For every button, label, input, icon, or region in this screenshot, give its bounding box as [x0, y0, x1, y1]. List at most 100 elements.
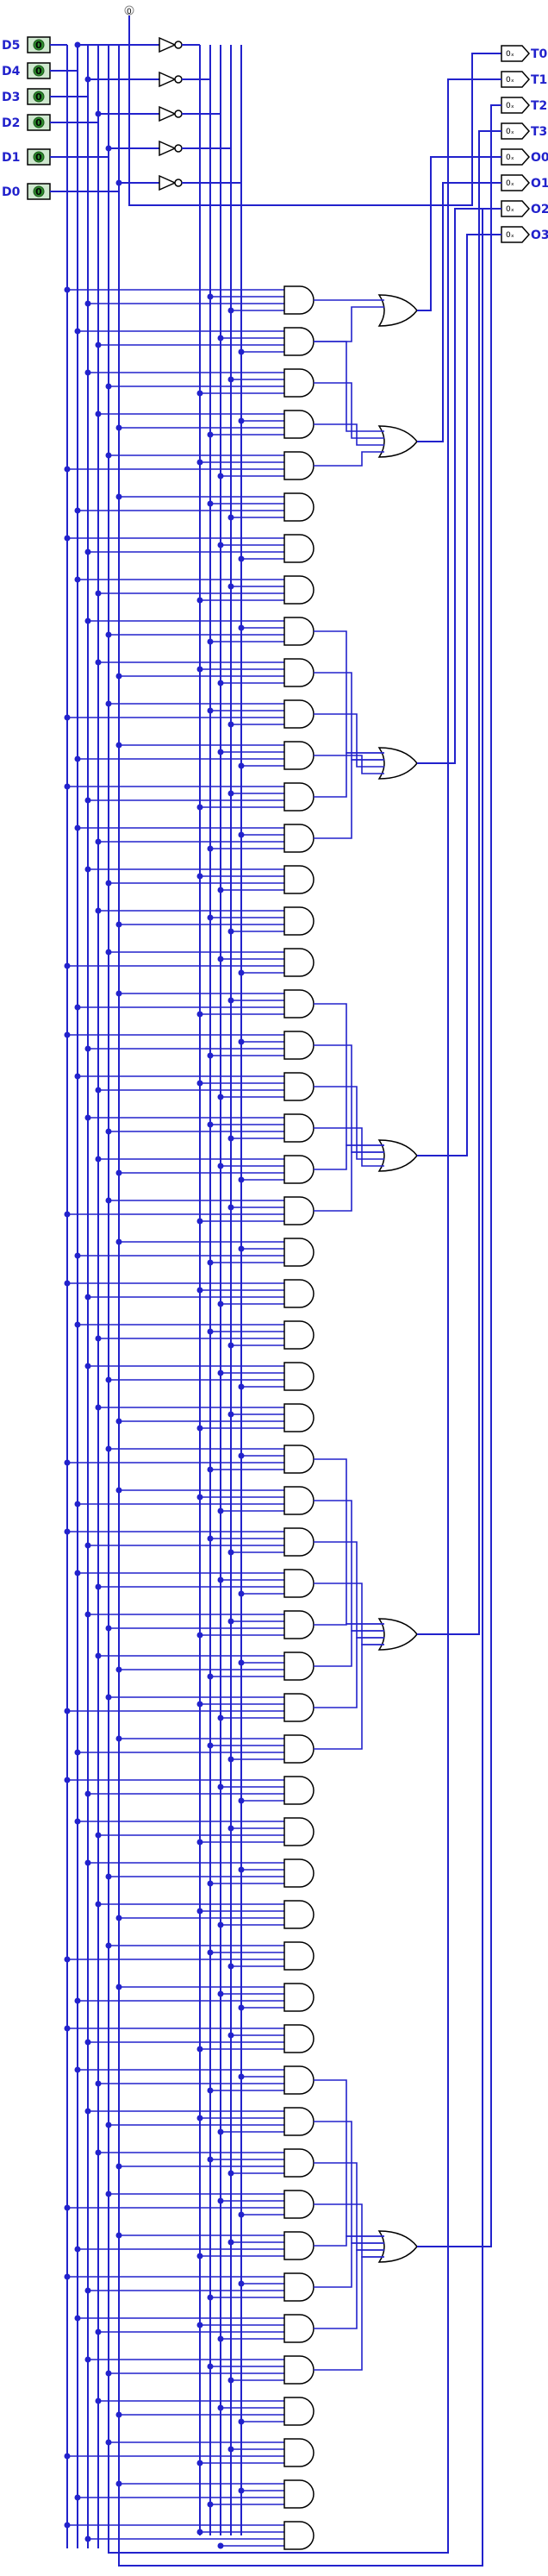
junction-dot: [196, 1425, 203, 1432]
junction-dot: [105, 700, 112, 707]
junction-dot: [115, 2411, 122, 2418]
junction-dot: [207, 2294, 214, 2301]
junction-dot: [115, 1238, 122, 1245]
junction-dot: [196, 2046, 203, 2053]
output-pin-box: [501, 148, 531, 166]
and-gate-body: [283, 741, 314, 770]
junction-dot: [227, 1411, 234, 1418]
and-gate: [283, 327, 314, 356]
and-gate-body: [283, 1734, 314, 1764]
junction-dot: [207, 1466, 214, 1473]
junction-dot: [196, 1218, 203, 1225]
junction-dot: [95, 342, 102, 348]
junction-dot: [105, 1625, 112, 1632]
and-gate-body: [283, 2231, 314, 2260]
junction-dot: [227, 1618, 234, 1625]
junction-dot: [238, 969, 245, 976]
junction-dot: [217, 1163, 224, 1169]
and-gate: [283, 1238, 314, 1267]
and-gate: [283, 1693, 314, 1722]
junction-dot: [64, 1280, 71, 1287]
junction-dot: [74, 2066, 81, 2073]
and-gate-body: [283, 1776, 314, 1805]
junction-dot: [95, 907, 102, 914]
junction-dot: [95, 2080, 102, 2087]
junction-dot: [196, 459, 203, 466]
junction-dot: [64, 1956, 71, 1963]
junction-dot: [74, 1073, 81, 1080]
output-pin: 0ₓ O0: [501, 148, 548, 166]
or-gate-body: [377, 747, 418, 780]
junction-dot: [196, 597, 203, 604]
gate-output-wire: [314, 2121, 384, 2244]
junction-dot: [217, 2197, 224, 2204]
and-gate-body: [283, 1031, 314, 1060]
junction-dot: [95, 1404, 102, 1411]
and-gate: [283, 2231, 314, 2260]
junction-dot: [238, 2487, 245, 2494]
junction-dot: [217, 680, 224, 686]
junction-dot: [207, 1121, 214, 1128]
output-pin-glyph: 0ₓ: [506, 231, 514, 240]
junction-dot: [115, 742, 122, 749]
or-gate-body: [377, 294, 418, 327]
or-gate: [377, 1139, 418, 1172]
junction-dot: [105, 1376, 112, 1383]
junction-dot: [196, 873, 203, 880]
and-gate-body: [283, 617, 314, 646]
input-pin-glyph: 0: [35, 186, 42, 197]
junction-dot: [217, 2335, 224, 2342]
junction-dot: [64, 1459, 71, 1466]
junction-dot: [105, 949, 112, 956]
junction-dot: [95, 1832, 102, 1839]
and-gate: [283, 699, 314, 729]
junction-dot: [207, 500, 214, 507]
junction-dot: [74, 1252, 81, 1259]
or-output-wire: [417, 182, 501, 442]
junction-dot: [84, 76, 91, 83]
junction-dot: [207, 293, 214, 300]
output-pin: 0ₓ T2: [501, 97, 547, 114]
junction-dot: [207, 1259, 214, 1266]
junction-dot: [95, 1652, 102, 1659]
gate-output-wire: [314, 2162, 384, 2251]
junction-dot: [238, 1659, 245, 1666]
input-pin: 0 D2: [2, 114, 51, 131]
probe-wire: [128, 16, 501, 206]
junction-dot: [217, 1576, 224, 1583]
and-gate-body: [283, 1569, 314, 1598]
and-gate: [283, 1527, 314, 1557]
junction-dot: [95, 110, 102, 117]
junction-dot: [64, 2522, 71, 2529]
junction-dot: [84, 2039, 91, 2046]
and-gate-body: [283, 1527, 314, 1557]
junction-dot: [196, 1701, 203, 1708]
not-gate: [159, 174, 183, 191]
and-gate: [283, 1362, 314, 1391]
and-gate: [283, 575, 314, 605]
junction-dot: [217, 887, 224, 893]
junction-dot: [238, 1866, 245, 1873]
junction-dot: [207, 1328, 214, 1335]
junction-dot: [217, 1921, 224, 1928]
junction-dot: [217, 1369, 224, 1376]
junction-dot: [64, 466, 71, 473]
junction-dot: [227, 1825, 234, 1832]
junction-dot: [196, 2253, 203, 2259]
input-label-d2: D2: [2, 116, 20, 130]
junction-dot: [105, 383, 112, 390]
junction-dot: [84, 548, 91, 555]
and-gate-body: [283, 658, 314, 687]
junction-dot: [217, 1094, 224, 1100]
junction-dot: [95, 659, 102, 666]
junction-dot: [196, 1080, 203, 1087]
and-gate-body: [283, 285, 314, 315]
junction-dot: [115, 179, 122, 186]
and-gate-body: [283, 575, 314, 605]
or-gate: [377, 425, 418, 458]
junction-dot: [227, 1549, 234, 1556]
not-gate-bubble: [174, 179, 183, 187]
junction-dot: [227, 2446, 234, 2453]
junction-dot: [238, 1590, 245, 1597]
junction-dot: [74, 2315, 81, 2322]
